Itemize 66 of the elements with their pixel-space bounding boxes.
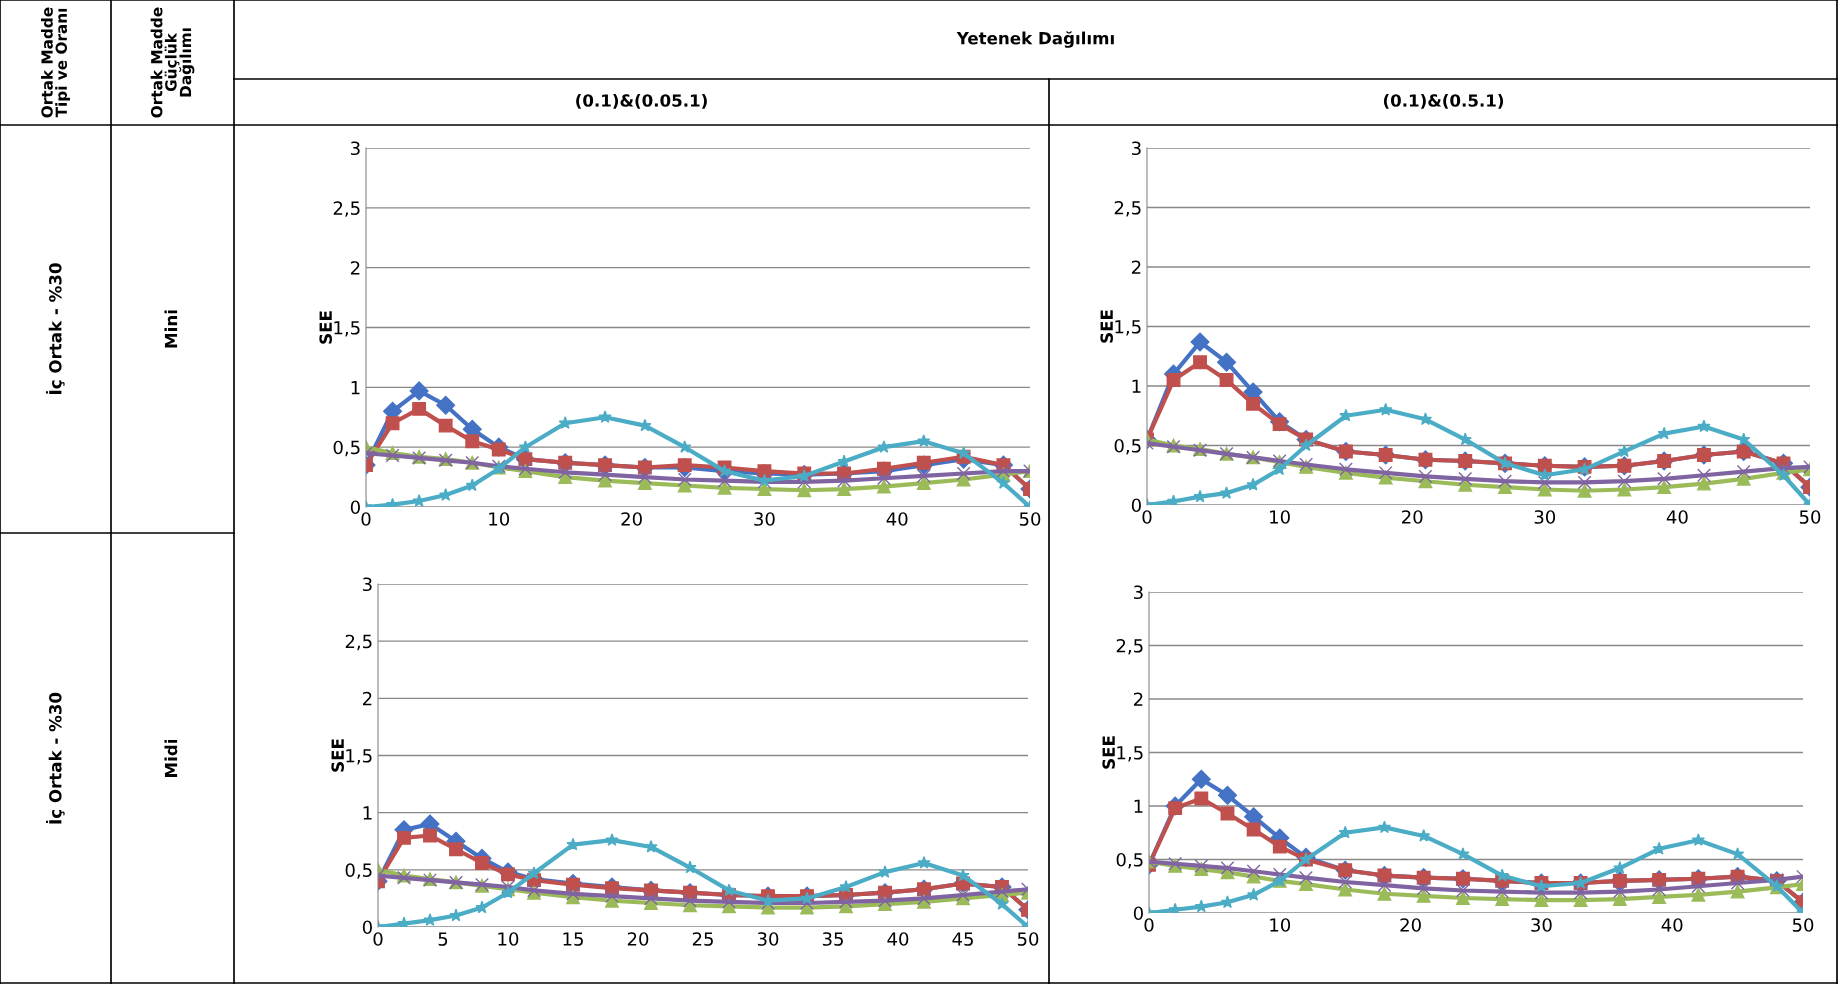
y-tick-label: 0,5: [1114, 438, 1141, 455]
y-tick-label: 1,5: [1115, 320, 1141, 336]
x-tick-label: 50: [1799, 510, 1821, 524]
y-tick-label: 2: [1131, 260, 1141, 274]
y-tick-label: 3: [351, 141, 360, 156]
x-tick-label: 30: [1531, 918, 1552, 932]
y-tick-label: 2: [1133, 692, 1143, 706]
y-tick-label: 1,5: [334, 321, 360, 337]
y-tick-label: 3: [363, 577, 372, 592]
text: Midi: [164, 739, 178, 777]
y-tick-label: 1: [1132, 379, 1141, 393]
y-tick-label: 2,5: [333, 201, 360, 217]
x-tick-label: 15: [563, 932, 583, 946]
y-axis-title: SEE: [1102, 736, 1115, 769]
y-tick-label: 1,5: [1117, 746, 1143, 762]
x-tick-label: 40: [886, 512, 908, 526]
x-tick-label: 40: [1666, 510, 1688, 524]
x-tick-label: 10: [1270, 918, 1291, 932]
x-tick-label: 50: [1792, 918, 1814, 932]
y-tick-label: 2,5: [1116, 638, 1143, 655]
x-tick-label: 25: [692, 932, 713, 946]
x-tick-label: 10: [1270, 510, 1290, 524]
y-tick-label: 2,5: [345, 634, 372, 651]
y-tick-label: 1: [351, 381, 360, 395]
y-axis-title: SEE: [319, 311, 332, 344]
x-tick-label: 20: [1402, 510, 1423, 524]
x-tick-label: 45: [952, 932, 973, 946]
x-tick-label: 20: [1400, 918, 1421, 932]
x-tick-label: 50: [1019, 512, 1041, 526]
y-axis-title: SEE: [1100, 310, 1113, 343]
y-tick-label: 2: [350, 261, 360, 275]
text: Ortak Madde Güçlük Dağılımı: [150, 7, 195, 118]
chart-title: (0.1)&(0.5.1): [1383, 93, 1504, 109]
y-tick-label: 3: [1132, 141, 1141, 156]
x-tick-label: 35: [822, 932, 843, 946]
text: Yetenek Dağılımı: [956, 31, 1114, 48]
text: İç Ortak - %30: [45, 263, 65, 394]
y-axis-title: SEE: [331, 739, 344, 772]
y-tick-label: 2,5: [1114, 200, 1141, 217]
x-tick-label: 30: [1534, 510, 1556, 524]
x-tick-label: 0: [1144, 918, 1154, 932]
y-tick-label: 3: [1134, 585, 1143, 600]
x-tick-label: 40: [887, 932, 909, 946]
text: Ortak Madde Tipi ve Oranı: [41, 7, 70, 118]
x-tick-label: 10: [489, 512, 510, 526]
chart-title: (0.1)&(0.05.1): [576, 93, 707, 109]
x-tick-label: 0: [373, 932, 383, 946]
y-tick-label: 0: [1131, 498, 1141, 513]
text: İç Ortak - %30: [45, 692, 65, 824]
x-tick-label: 50: [1017, 932, 1039, 946]
y-tick-label: 1: [1134, 799, 1143, 813]
y-tick-label: 0,5: [345, 863, 372, 879]
x-tick-label: 20: [627, 932, 649, 946]
x-tick-label: 30: [757, 932, 779, 946]
y-tick-label: 0,5: [1116, 852, 1143, 869]
y-tick-label: 1,5: [346, 749, 372, 765]
y-tick-label: 0: [1133, 906, 1143, 921]
y-tick-label: 1: [363, 806, 372, 820]
x-tick-label: 30: [754, 512, 775, 526]
x-tick-label: 40: [1661, 918, 1683, 932]
x-tick-label: 10: [498, 932, 519, 946]
y-tick-label: 2: [362, 691, 372, 706]
y-tick-label: 0,5: [333, 440, 360, 457]
x-tick-label: 20: [621, 512, 642, 526]
text: Mini: [164, 310, 178, 348]
x-tick-label: 5: [438, 932, 448, 946]
